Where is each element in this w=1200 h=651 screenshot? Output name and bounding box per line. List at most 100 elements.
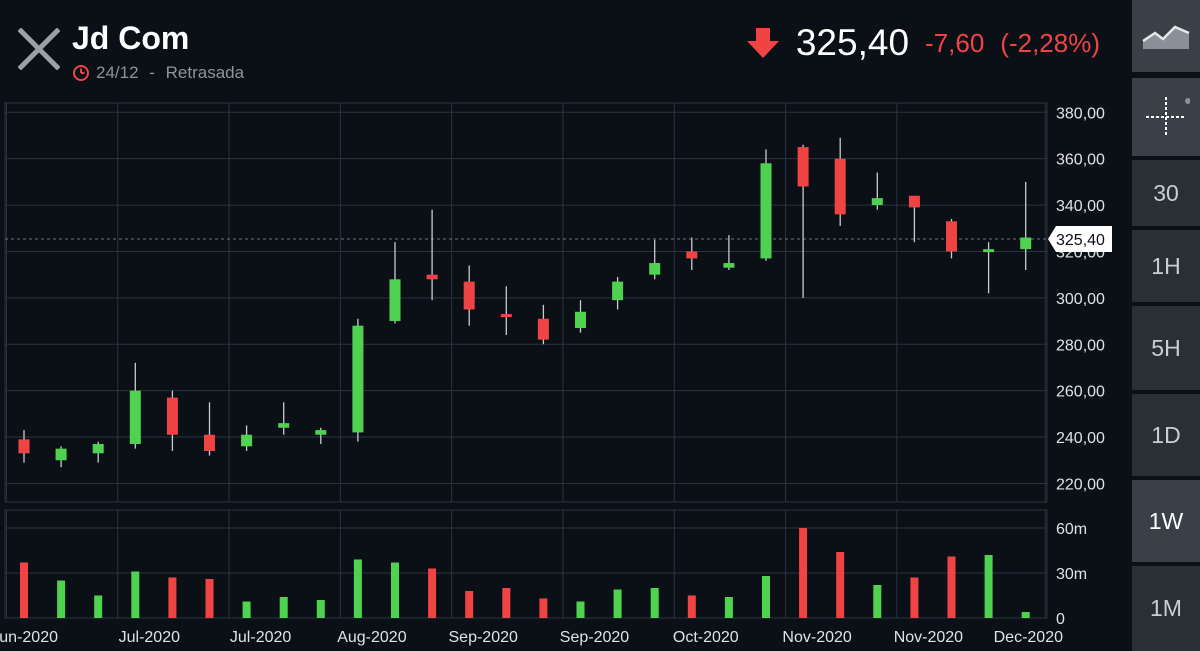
candle-body xyxy=(92,444,104,454)
chart-toolbar: 30 1H 5H 1D 1W 1M xyxy=(1132,0,1200,651)
last-price: 325,40 xyxy=(795,22,910,63)
interval-1m[interactable]: 1M xyxy=(1132,566,1200,651)
quote-date: 24/12 xyxy=(96,63,139,82)
volume-bar xyxy=(724,597,733,618)
candle-body xyxy=(315,430,327,435)
volume-bar xyxy=(205,579,214,618)
volume-bar xyxy=(947,556,956,618)
candle-body xyxy=(612,281,624,301)
volume-bar xyxy=(762,576,770,618)
price-tick-label: 280,00 xyxy=(1056,337,1105,354)
close-icon[interactable] xyxy=(18,28,60,70)
quote-status: 24/12 - Retrasada xyxy=(72,63,244,83)
header: Jd Com 24/12 - Retrasada 325,40 -7,60 (-… xyxy=(0,0,1130,100)
delay-status: Retrasada xyxy=(165,63,245,82)
volume-tick-label: 60m xyxy=(1056,521,1087,538)
candle-body xyxy=(908,195,920,208)
candle-body xyxy=(278,423,290,428)
candle-body xyxy=(129,390,141,445)
volume-tick-label: 0 xyxy=(1056,611,1065,628)
candle-body xyxy=(797,147,809,187)
stock-title: Jd Com xyxy=(72,20,190,56)
candle-body xyxy=(500,314,512,318)
price-tick-label: 240,00 xyxy=(1056,430,1105,447)
chart-type-button[interactable] xyxy=(1132,0,1200,72)
crosshair-icon xyxy=(1146,97,1190,137)
interval-1h[interactable]: 1H xyxy=(1132,230,1200,302)
candle-body xyxy=(575,311,586,329)
volume-bar xyxy=(650,588,659,618)
x-tick-label: Oct-2020 xyxy=(673,629,739,646)
volume-tick-label: 30m xyxy=(1056,566,1087,583)
volume-bar xyxy=(687,595,696,618)
candle-body xyxy=(426,274,438,280)
x-tick-label: Jun-2020 xyxy=(0,629,58,646)
clock-icon xyxy=(73,65,89,81)
volume-bar xyxy=(1021,612,1030,618)
volume-bar xyxy=(465,591,474,618)
x-tick-label: Jul-2020 xyxy=(230,629,291,646)
candle-body xyxy=(537,318,549,340)
candle-body xyxy=(166,397,178,435)
area-chart-icon xyxy=(1142,25,1190,49)
price-tick-label: 360,00 xyxy=(1056,152,1105,169)
price-tick-label: 220,00 xyxy=(1056,476,1105,493)
candle-body xyxy=(352,325,364,433)
candle-body xyxy=(686,251,698,259)
volume-bar xyxy=(57,580,66,618)
candle-body xyxy=(649,263,661,275)
last-price-tag xyxy=(1048,225,1112,252)
interval-5h[interactable]: 5H xyxy=(1132,306,1200,390)
price-tick-label: 340,00 xyxy=(1056,198,1105,215)
x-tick-label: Nov-2020 xyxy=(782,629,851,646)
status-separator: - xyxy=(144,63,160,82)
interval-1d[interactable]: 1D xyxy=(1132,394,1200,476)
volume-bar xyxy=(576,601,585,618)
x-tick-label: Nov-2020 xyxy=(894,629,963,646)
volume-bar xyxy=(799,528,808,618)
interval-1w[interactable]: 1W xyxy=(1132,480,1200,562)
volume-bar xyxy=(613,589,622,618)
x-tick-label: Sep-2020 xyxy=(560,629,629,646)
candle-body xyxy=(1020,237,1032,250)
price-tick-label: 260,00 xyxy=(1056,384,1105,401)
crosshair-button[interactable] xyxy=(1132,78,1200,156)
volume-bar xyxy=(353,559,362,618)
volume-bar xyxy=(428,568,437,618)
volume-bar xyxy=(984,555,993,618)
last-price-tag-label: 325,40 xyxy=(1056,232,1105,249)
volume-bar xyxy=(873,585,882,618)
candle-body xyxy=(241,434,253,447)
interval-30[interactable]: 30 xyxy=(1132,160,1200,226)
volume-bar xyxy=(910,577,919,618)
candle-body xyxy=(389,279,401,322)
arrow-down-icon xyxy=(746,28,779,58)
volume-bar xyxy=(539,598,548,618)
x-tick-label: Dec-2020 xyxy=(994,629,1063,646)
price-block: 325,40 -7,60 (-2,28%) xyxy=(746,22,1100,64)
candle-body xyxy=(55,448,67,461)
candle-body xyxy=(463,281,475,310)
price-tick-label: 380,00 xyxy=(1056,105,1105,122)
volume-bar xyxy=(502,588,511,618)
x-tick-label: Sep-2020 xyxy=(449,629,518,646)
candle-body xyxy=(204,434,215,451)
volume-bar xyxy=(20,562,28,618)
volume-bar xyxy=(836,552,845,618)
candle-body xyxy=(871,198,883,206)
volume-bar xyxy=(316,600,325,618)
volume-bar xyxy=(242,601,251,618)
price-change: -7,60 xyxy=(925,27,985,58)
volume-bar xyxy=(279,597,288,618)
candle-body xyxy=(723,263,735,268)
candle-body xyxy=(834,158,846,215)
volume-bar xyxy=(391,562,399,618)
volume-panel-border xyxy=(4,509,1048,619)
candlestick-chart[interactable]: 220,00240,00260,00280,00300,00320,00340,… xyxy=(0,100,1130,651)
price-tick-label: 300,00 xyxy=(1056,291,1105,308)
volume-bar xyxy=(131,571,140,618)
candle-body xyxy=(946,221,957,252)
volume-bar xyxy=(168,577,177,618)
candle-body xyxy=(18,439,30,454)
price-panel-border xyxy=(4,102,1048,503)
